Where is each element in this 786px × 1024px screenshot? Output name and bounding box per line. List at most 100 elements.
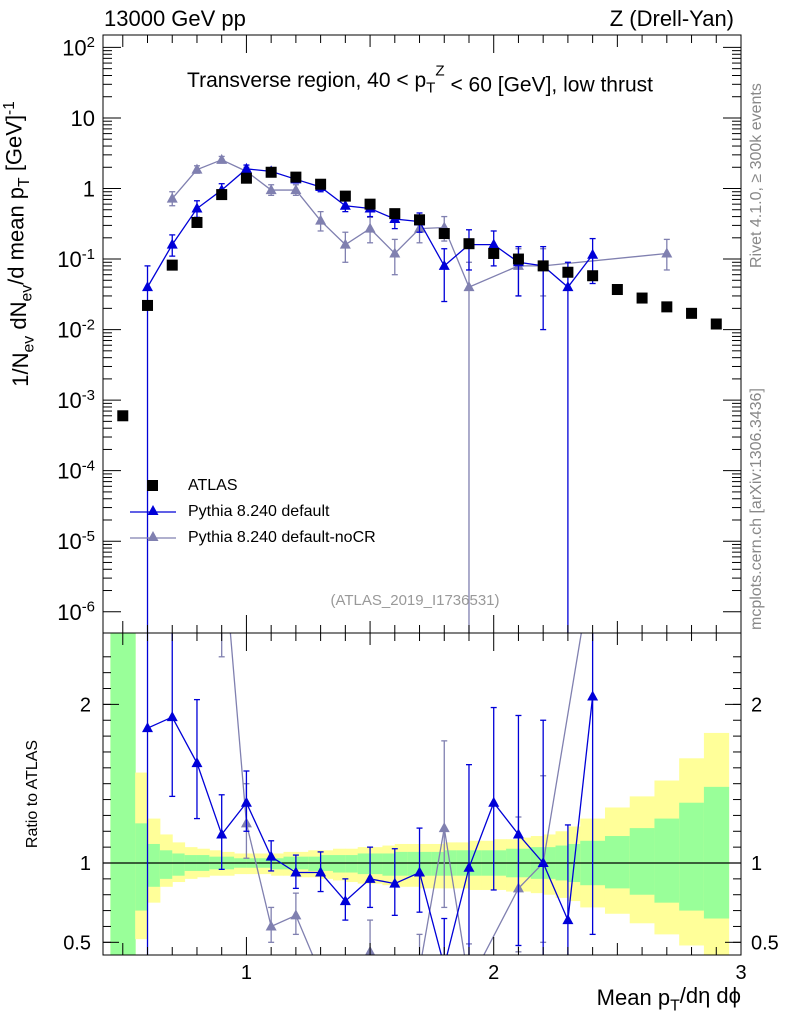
atlas-point bbox=[463, 238, 475, 250]
atlas-point bbox=[686, 307, 698, 319]
atlas-point bbox=[290, 171, 302, 183]
main-ytick-label: 10-4 bbox=[57, 457, 95, 483]
inner-band-bin bbox=[370, 853, 383, 875]
atlas-point bbox=[240, 172, 252, 184]
marker-ratio-default bbox=[216, 828, 228, 839]
marker-main-nocr bbox=[290, 184, 302, 195]
main-ytick-label: 10 bbox=[71, 106, 95, 131]
inner-band-bin bbox=[345, 855, 359, 873]
inner-band-bin bbox=[135, 823, 149, 911]
marker-main-nocr bbox=[265, 184, 277, 195]
marker-ratio-default bbox=[587, 690, 599, 701]
atlas-point bbox=[117, 410, 129, 422]
xtick-label: 1 bbox=[241, 962, 252, 984]
atlas-point bbox=[562, 266, 574, 278]
inner-band-bin bbox=[147, 843, 161, 887]
legend-marker-default bbox=[147, 505, 159, 515]
inner-band-bin bbox=[703, 786, 730, 919]
inner-band-bin bbox=[407, 851, 421, 876]
ratio-bands bbox=[110, 633, 730, 955]
main-ytick-label: 10-1 bbox=[57, 246, 95, 272]
main-ytick-label: 10-5 bbox=[57, 528, 95, 554]
atlas-point bbox=[488, 247, 500, 259]
atlas-point bbox=[315, 178, 327, 190]
ratio-panel: 0.5 0.5 1 1 2 2 1 2 3 Ratio to ATLAS Mean pT/dη dϕ bbox=[24, 127, 779, 1015]
marker-ratio-default bbox=[240, 796, 252, 807]
legend bbox=[130, 480, 176, 541]
marker-main-nocr bbox=[315, 214, 327, 225]
marker-ratio-default bbox=[142, 722, 154, 733]
header-left: 13000 GeV pp bbox=[104, 6, 246, 31]
atlas-point bbox=[191, 216, 203, 228]
marker-ratio-nocr bbox=[389, 973, 400, 983]
ratio-ytick-label-right: 0.5 bbox=[751, 932, 779, 954]
marker-ratio-default bbox=[389, 877, 401, 888]
atlas-point bbox=[265, 166, 277, 178]
marker-main-default bbox=[562, 281, 574, 292]
legend-marker-nocr bbox=[147, 531, 159, 541]
marker-ratio-default bbox=[290, 866, 302, 877]
marker-main-nocr bbox=[364, 222, 376, 233]
marker-ratio-default bbox=[562, 914, 574, 925]
atlas-point bbox=[339, 190, 351, 202]
legend-label-default: Pythia 8.240 default bbox=[188, 503, 330, 520]
marker-ratio-default bbox=[191, 757, 203, 768]
series-main-nocr bbox=[166, 153, 673, 633]
ratio-ylabel: Ratio to ATLAS bbox=[24, 740, 41, 848]
marker-main-default bbox=[166, 238, 178, 249]
marker-main-default bbox=[240, 162, 252, 173]
inner-band-bin bbox=[357, 853, 371, 875]
marker-main-nocr bbox=[166, 192, 178, 203]
marker-ratio-default bbox=[512, 828, 524, 839]
marker-ratio-nocr bbox=[191, 127, 202, 137]
xtick-label: 3 bbox=[735, 962, 746, 984]
series-line-ratio-nocr bbox=[229, 633, 582, 955]
main-ylabel: 1/Nev dNev/d mean pT [GeV]-1 bbox=[1, 101, 38, 387]
main-ytick-label: 10-3 bbox=[57, 387, 95, 413]
marker-main-nocr bbox=[216, 153, 228, 164]
inner-band-bin bbox=[308, 856, 322, 871]
legend-label-nocr: Pythia 8.240 default-noCR bbox=[188, 529, 376, 546]
atlas-point bbox=[537, 260, 549, 272]
inner-band-bin bbox=[604, 836, 631, 889]
inner-band-bin bbox=[271, 858, 285, 870]
main-ytick-label: 1 bbox=[83, 177, 95, 202]
marker-ratio-nocr bbox=[414, 963, 425, 973]
marker-ratio-nocr bbox=[290, 909, 302, 920]
main-panel: 10-6 10-5 10-4 10-3 10-2 10-1 1 10 102 1/Nev dNev… bbox=[1, 34, 742, 634]
atlas-point bbox=[216, 189, 228, 201]
inner-band-bin bbox=[172, 853, 186, 876]
marker-main-default bbox=[191, 202, 203, 213]
main-ytick-label: 10-2 bbox=[57, 316, 95, 342]
atlas-point bbox=[710, 318, 722, 330]
atlas-point bbox=[587, 270, 599, 282]
atlas-point bbox=[636, 292, 648, 304]
ratio-ytick-label: 1 bbox=[80, 853, 91, 875]
marker-main-default bbox=[142, 281, 154, 292]
marker-main-nocr bbox=[463, 281, 475, 292]
marker-main-default bbox=[488, 238, 500, 249]
legend-marker-atlas bbox=[147, 480, 158, 491]
marker-main-nocr bbox=[661, 247, 673, 258]
marker-ratio-default bbox=[315, 866, 327, 877]
marker-main-nocr bbox=[389, 247, 401, 258]
inner-band-bin bbox=[419, 851, 433, 876]
marker-ratio-nocr bbox=[265, 920, 277, 931]
marker-ratio-nocr bbox=[340, 984, 351, 994]
marker-main-nocr bbox=[339, 238, 351, 249]
inner-band-bin bbox=[382, 853, 396, 876]
marker-main-default bbox=[587, 248, 599, 259]
marker-ratio-nocr bbox=[463, 978, 474, 988]
inner-band-bin bbox=[110, 633, 136, 955]
atlas-point bbox=[414, 214, 426, 226]
marker-ratio-default bbox=[166, 711, 178, 722]
atlas-point bbox=[438, 228, 450, 240]
marker-ratio-default bbox=[339, 895, 351, 906]
atlas-point bbox=[166, 259, 178, 271]
main-ytick-label: 102 bbox=[62, 34, 95, 60]
watermark: (ATLAS_2019_I1736531) bbox=[330, 592, 499, 609]
marker-ratio-default bbox=[265, 850, 277, 861]
marker-main-default bbox=[339, 199, 351, 210]
inner-band-bin bbox=[679, 802, 705, 911]
marker-main-nocr bbox=[191, 163, 203, 174]
